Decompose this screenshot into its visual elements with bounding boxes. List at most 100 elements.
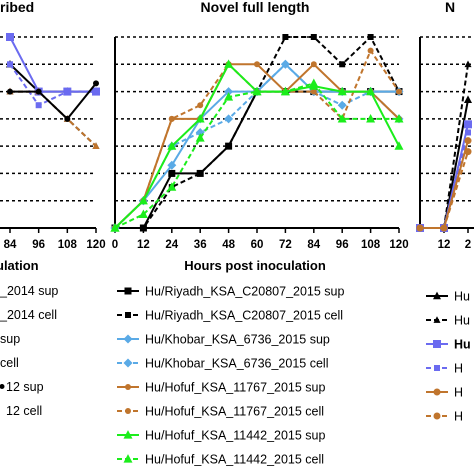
- panel-middle-series-3-point-8: [337, 100, 347, 110]
- panel-left-x-tick-label: 108: [58, 239, 78, 251]
- panel-left-series-4-point-3: [92, 142, 100, 149]
- panel-middle-series-6-point-10: [394, 141, 404, 150]
- legend-middle-entry-2-marker: [123, 334, 133, 344]
- legend-middle-entry-4-label: Hu/Hofuf_KSA_11767_2015 sup: [145, 381, 326, 395]
- panel-left-series-5-point-0: [7, 88, 13, 95]
- panel-middle-x-tick-label: 0: [112, 239, 118, 251]
- legend-middle-entry-0-marker: [124, 287, 132, 295]
- panel-middle-series-7-point-1: [138, 209, 148, 219]
- panel-left-series-3-point-3: [93, 88, 99, 95]
- legend-middle-entry-5-label: Hu/Hofuf_KSA_11767_2015 cell: [145, 405, 324, 419]
- legend-middle-entry-0-label: Hu/Riyadh_KSA_C20807_2015 sup: [145, 285, 344, 299]
- legend-right-entry-1-marker: [433, 316, 441, 323]
- panel-left-series-5-point-2: [64, 115, 71, 122]
- panel-middle-series-7-point-3: [195, 133, 205, 142]
- legend-right-entry-3-marker: [434, 365, 440, 371]
- panel-right-series-2-point-2: [464, 120, 472, 129]
- panel-middle-x-axis-title: Hours post inoculation: [184, 258, 326, 273]
- legend-left-entry-4-label: 12 sup: [6, 380, 44, 394]
- panel-left-x-tick-label: 96: [32, 239, 45, 251]
- panel-middle-series-6-point-4: [224, 59, 234, 68]
- legend-left-entry-5-marker: [0, 384, 5, 389]
- panel-middle-series-6-point-1: [138, 195, 148, 205]
- panel-middle-series-7-point-8: [337, 113, 347, 123]
- panel-right-series-4-point-2: [464, 137, 472, 145]
- panel-left-series-line-5: [10, 82, 97, 121]
- panel-middle-series-6-point-3: [195, 113, 205, 123]
- legend-left: _2014 sup _2014 cell sup cell 12 sup 12 cell: [0, 284, 58, 418]
- legend-left-entry-0-label: _2014 sup: [0, 284, 58, 298]
- panel-middle-series-1-point-7: [310, 34, 317, 40]
- panel-left-series-5-point-1: [35, 88, 42, 95]
- panel-middle-x-tick-label: 84: [307, 239, 320, 251]
- panel-left-series-line-2: [9, 36, 96, 93]
- panel-middle-series-1-point-4: [225, 143, 232, 150]
- legend-middle-entry-1-label: Hu/Riyadh_KSA_C20807_2015 cell: [145, 309, 343, 323]
- legend-middle-entry-1-marker: [125, 312, 131, 318]
- panel-right-series-0-point-2: [464, 95, 472, 103]
- panel-middle: 0 12 24 36 48 60 72 84 96 108 120: [110, 34, 409, 251]
- panel-middle-x-tick-label: 108: [361, 239, 381, 251]
- legend-right-entry-3-label: H: [454, 362, 463, 376]
- panel-middle-x-tick-label: 60: [251, 239, 264, 251]
- panel-middle-x-tick-label: 72: [279, 239, 292, 251]
- panel-right: 12 2: [416, 36, 474, 251]
- legend-middle-entry-6-label: Hu/Hofuf_KSA_11442_2015 sup: [145, 429, 326, 443]
- panel-middle-series-1-point-8: [339, 61, 346, 68]
- panel-right-x-tick-label: 12: [438, 239, 451, 251]
- panel-right-series-5-point-2: [464, 148, 472, 156]
- panel-right-series-3-point-2: [465, 129, 471, 136]
- legend-middle-entry-3-label: Hu/Khobar_KSA_6736_2015 cell: [145, 357, 328, 371]
- legend-left-entry-1-label: _2014 cell: [0, 308, 57, 322]
- panel-middle-x-tick-label: 24: [165, 239, 178, 251]
- legend-right-entry-2-marker: [433, 340, 441, 348]
- panel-left-series-3-point-2: [64, 88, 71, 95]
- panel-left-x-tick-label: 120: [86, 239, 105, 251]
- legend-middle-entry-6-marker: [123, 430, 133, 439]
- panel-middle-series-6-point-9: [366, 86, 376, 96]
- panel-left-series-2-point-0: [6, 33, 14, 41]
- legend-right-entry-1-label: Hu: [454, 314, 470, 328]
- panel-middle-series-4-point-5: [254, 61, 260, 68]
- panel-left-series-line-3: [9, 63, 96, 107]
- panel-middle-series-7-point-10: [394, 113, 404, 123]
- panel-middle-series-1-point-1: [140, 225, 147, 231]
- legend-middle-entry-2-label: Hu/Khobar_KSA_6736_2015 sup: [145, 333, 330, 347]
- panel-middle-x-tick-label: 120: [389, 239, 408, 251]
- panel-middle-x-tick-label: 48: [222, 239, 235, 251]
- legend-right-entry-0-marker: [433, 291, 441, 300]
- panel-middle-series-6-point-8: [337, 86, 347, 96]
- panel-middle-series-5-point-7: [310, 88, 317, 95]
- panel-middle-title: Novel full length: [201, 0, 310, 15]
- legend-right-entry-5-marker: [433, 412, 441, 420]
- panel-right-plot-area: [416, 60, 472, 232]
- panel-left-series-3-point-1: [35, 102, 42, 109]
- panel-left-series-line-0: [9, 63, 96, 93]
- panel-middle-x-tick-label: 96: [336, 239, 349, 251]
- panel-middle-series-7-point-4: [224, 92, 234, 101]
- panel-middle-series-1-point-9: [367, 34, 374, 40]
- panel-middle-series-3-point-6: [280, 59, 290, 69]
- panel-middle-series-7-point-7: [309, 78, 319, 88]
- legend-right-entry-4-marker: [433, 388, 441, 396]
- legend-middle: Hu/Riyadh_KSA_C20807_2015 sup Hu/Riyadh_K…: [117, 285, 344, 467]
- panel-middle-series-5-point-2: [168, 115, 175, 122]
- panel-middle-series-2-point-4: [224, 87, 234, 97]
- panel-left-series-3-point-0: [7, 61, 13, 68]
- panel-left: 84 96 108 120: [0, 33, 106, 251]
- legend-left-entry-5-label: 12 cell: [6, 404, 42, 418]
- panel-middle-series-5-point-3: [197, 102, 204, 109]
- legend-middle-entry-3-marker: [123, 358, 133, 368]
- panel-middle-series-4-point-7: [310, 61, 317, 68]
- panel-middle-series-7-point-2: [167, 182, 177, 191]
- panel-middle-series-3-point-4: [224, 114, 234, 124]
- panel-right-series-5-point-0: [416, 224, 424, 232]
- legend-right-entry-4-label: H: [454, 386, 463, 400]
- panel-left-series-5-point-3: [93, 80, 99, 87]
- panel-right-series-5-point-1: [440, 224, 448, 232]
- panel-middle-series-2-point-2: [167, 160, 177, 170]
- panel-middle-series-1-point-6: [282, 34, 289, 40]
- panel-middle-series-line-5: [114, 48, 400, 229]
